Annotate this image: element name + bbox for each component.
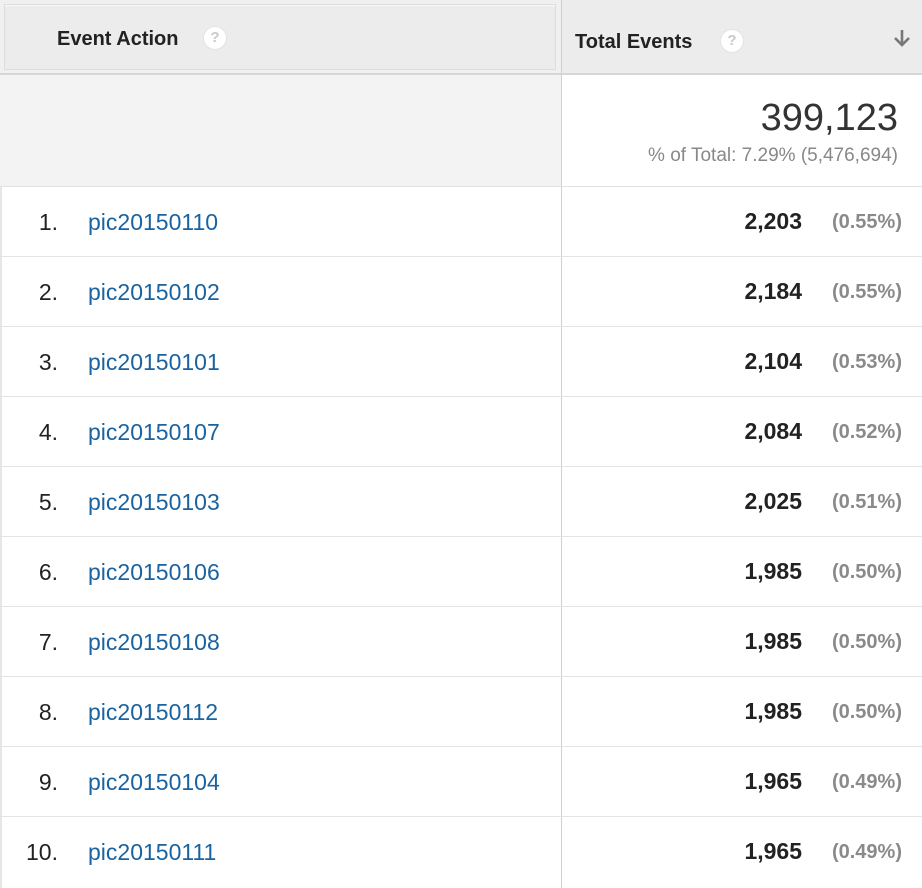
total-events-percent: (0.55%) <box>831 281 902 303</box>
help-icon[interactable]: ? <box>720 29 744 53</box>
header-event-action[interactable]: Event Action ? <box>0 0 561 75</box>
total-events-value: 2,084 <box>744 418 802 444</box>
total-events-cell: 1,965 (0.49%) <box>561 817 922 888</box>
total-events-cell: 1,985 (0.50%) <box>561 537 922 606</box>
event-action-link[interactable]: pic20150111 <box>88 839 217 865</box>
event-action-link[interactable]: pic20150106 <box>88 559 220 585</box>
header-event-action-inner: Event Action ? <box>4 4 556 70</box>
total-events-value: 2,184 <box>744 278 802 304</box>
total-events-value: 1,965 <box>744 768 802 794</box>
row-index: 7. <box>38 629 58 655</box>
total-events-percent: (0.50%) <box>831 701 902 723</box>
total-events-value: 2,025 <box>744 488 802 514</box>
total-events-value: 2,104 <box>744 348 802 374</box>
total-events-cell: 2,025 (0.51%) <box>561 467 922 536</box>
total-events-cell: 2,084 (0.52%) <box>561 397 922 466</box>
event-action-link[interactable]: pic20150104 <box>88 769 220 795</box>
event-action-link[interactable]: pic20150101 <box>88 349 220 375</box>
table-row: 6. pic20150106 1,985 (0.50%) <box>0 537 922 607</box>
table-row: 1. pic20150110 2,203 (0.55%) <box>0 187 922 257</box>
summary-total-value: 399,123 <box>760 97 898 139</box>
total-events-cell: 2,203 (0.55%) <box>561 187 922 256</box>
total-events-percent: (0.55%) <box>831 211 902 233</box>
total-events-percent: (0.52%) <box>831 421 902 443</box>
row-index: 5. <box>38 489 58 515</box>
header-total-events-label[interactable]: Total Events <box>575 31 693 53</box>
row-index: 1. <box>38 209 58 235</box>
row-index: 3. <box>38 349 58 375</box>
total-events-percent: (0.50%) <box>831 561 902 583</box>
total-events-percent: (0.53%) <box>831 351 902 373</box>
total-events-value: 2,203 <box>744 208 802 234</box>
total-events-percent: (0.51%) <box>831 491 902 513</box>
help-icon[interactable]: ? <box>203 26 227 50</box>
summary-row-total-cell: 399,123 % of Total: 7.29% (5,476,694) <box>561 75 922 187</box>
total-events-percent: (0.50%) <box>831 631 902 653</box>
row-index: 10. <box>26 839 58 865</box>
summary-percent-of-total: % of Total: 7.29% (5,476,694) <box>648 145 898 166</box>
table-row: 7. pic20150108 1,985 (0.50%) <box>0 607 922 677</box>
table-left-edge <box>0 0 2 888</box>
total-events-value: 1,985 <box>744 628 802 654</box>
row-index: 8. <box>38 699 58 725</box>
table-row: 8. pic20150112 1,985 (0.50%) <box>0 677 922 747</box>
row-index: 2. <box>38 279 58 305</box>
total-events-percent: (0.49%) <box>831 771 902 793</box>
total-events-percent: (0.49%) <box>831 841 902 863</box>
total-events-cell: 1,985 (0.50%) <box>561 677 922 746</box>
event-action-link[interactable]: pic20150102 <box>88 279 220 305</box>
table-row: 3. pic20150101 2,104 (0.53%) <box>0 327 922 397</box>
row-index: 4. <box>38 419 58 445</box>
total-events-cell: 1,985 (0.50%) <box>561 607 922 676</box>
table-row: 4. pic20150107 2,084 (0.52%) <box>0 397 922 467</box>
table-row: 2. pic20150102 2,184 (0.55%) <box>0 257 922 327</box>
total-events-cell: 2,184 (0.55%) <box>561 257 922 326</box>
row-index: 6. <box>38 559 58 585</box>
total-events-value: 1,965 <box>744 838 802 864</box>
table-row: 10. pic20150111 1,965 (0.49%) <box>0 817 922 888</box>
total-events-value: 1,985 <box>744 698 802 724</box>
table-row: 9. pic20150104 1,965 (0.49%) <box>0 747 922 817</box>
table-row: 5. pic20150103 2,025 (0.51%) <box>0 467 922 537</box>
header-total-events[interactable]: Total Events ? <box>561 0 922 75</box>
event-action-link[interactable]: pic20150108 <box>88 629 220 655</box>
total-events-cell: 1,965 (0.49%) <box>561 747 922 816</box>
event-action-link[interactable]: pic20150107 <box>88 419 220 445</box>
total-events-value: 1,985 <box>744 558 802 584</box>
header-event-action-label[interactable]: Event Action <box>57 28 179 50</box>
summary-row-label-cell <box>0 75 561 187</box>
event-action-link[interactable]: pic20150103 <box>88 489 220 515</box>
event-action-link[interactable]: pic20150112 <box>88 699 219 725</box>
event-action-link[interactable]: pic20150110 <box>88 209 219 235</box>
arrow-down-icon[interactable] <box>892 28 912 48</box>
total-events-cell: 2,104 (0.53%) <box>561 327 922 396</box>
row-index: 9. <box>38 769 58 795</box>
